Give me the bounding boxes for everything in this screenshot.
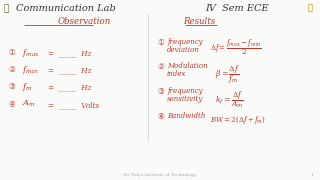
Text: $\Delta f = \dfrac{f_{max}-f_{min}}{2}$: $\Delta f = \dfrac{f_{max}-f_{min}}{2}$ bbox=[210, 38, 262, 57]
Text: ①: ① bbox=[8, 48, 15, 57]
Text: ③: ③ bbox=[157, 87, 164, 96]
Text: ④: ④ bbox=[8, 100, 15, 109]
Text: sensitivity: sensitivity bbox=[167, 95, 204, 103]
Text: 📖: 📖 bbox=[3, 4, 8, 13]
Text: ④: ④ bbox=[157, 112, 164, 121]
Text: ②: ② bbox=[157, 62, 164, 71]
Text: frequency: frequency bbox=[167, 87, 203, 95]
Text: index: index bbox=[167, 70, 186, 78]
Text: Modulation: Modulation bbox=[167, 62, 208, 70]
Text: frequency: frequency bbox=[167, 38, 203, 46]
Text: $f_{max}$: $f_{max}$ bbox=[22, 47, 40, 59]
Text: 🕯: 🕯 bbox=[308, 3, 313, 12]
Text: =  _____  Volts: = _____ Volts bbox=[48, 101, 99, 109]
Text: $f_{min}$: $f_{min}$ bbox=[22, 64, 38, 76]
Text: $\beta = \dfrac{\Delta f}{f_m}$: $\beta = \dfrac{\Delta f}{f_m}$ bbox=[215, 64, 240, 86]
Text: ①: ① bbox=[157, 38, 164, 47]
Text: Bandwidth: Bandwidth bbox=[167, 112, 205, 120]
Text: IV  Sem ECE: IV Sem ECE bbox=[205, 4, 268, 13]
Text: 1: 1 bbox=[310, 173, 313, 177]
Text: =  _____  Hz: = _____ Hz bbox=[48, 83, 92, 91]
Text: $A_m$: $A_m$ bbox=[22, 99, 36, 109]
Text: Results: Results bbox=[183, 17, 215, 26]
Text: Sri Vidya Institute of Technology: Sri Vidya Institute of Technology bbox=[124, 173, 196, 177]
Text: =  _____  Hz: = _____ Hz bbox=[48, 66, 92, 74]
Text: $f_m$: $f_m$ bbox=[22, 81, 33, 93]
Text: ③: ③ bbox=[8, 82, 15, 91]
Text: Communication Lab: Communication Lab bbox=[16, 4, 116, 13]
Text: Observation: Observation bbox=[58, 17, 111, 26]
Text: =  _____  Hz: = _____ Hz bbox=[48, 49, 92, 57]
Text: ②: ② bbox=[8, 65, 15, 74]
Text: $BW = 2(\Delta f + f_m)$: $BW = 2(\Delta f + f_m)$ bbox=[210, 114, 266, 126]
Text: deviation: deviation bbox=[167, 46, 200, 54]
Text: $k_f = \dfrac{\Delta f}{A_m}$: $k_f = \dfrac{\Delta f}{A_m}$ bbox=[215, 89, 244, 110]
